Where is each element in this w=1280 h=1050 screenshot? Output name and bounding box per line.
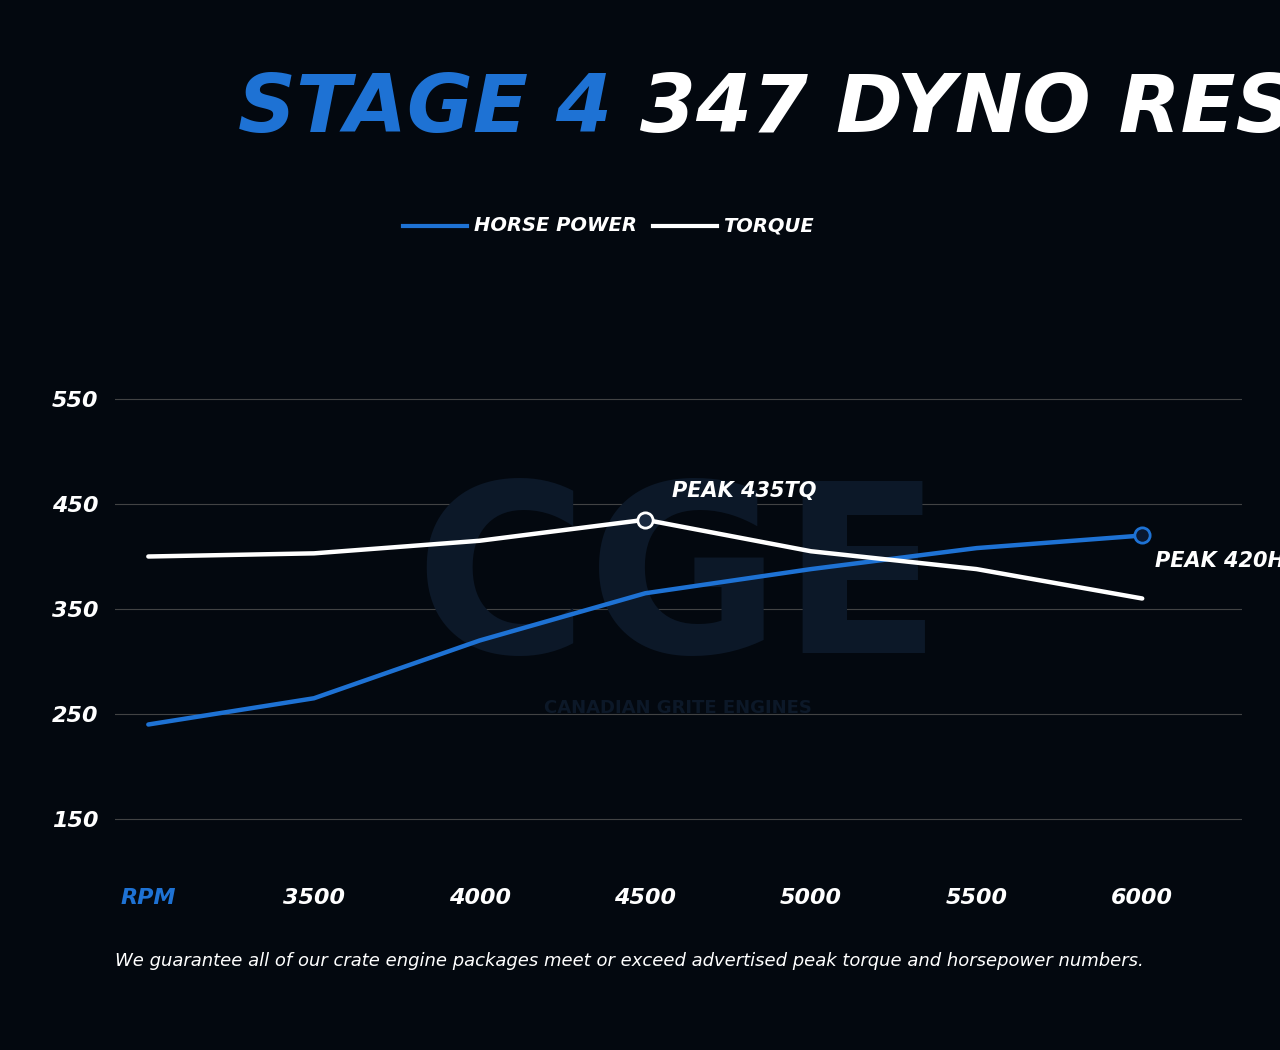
Text: STAGE 4: STAGE 4 [238,71,640,149]
Text: HORSE POWER: HORSE POWER [474,216,636,235]
Text: CGE: CGE [415,474,942,701]
Text: PEAK 420HP: PEAK 420HP [1156,551,1280,571]
Text: We guarantee all of our crate engine packages meet or exceed advertised peak tor: We guarantee all of our crate engine pac… [115,951,1144,970]
Text: 347 DYNO RESULTS: 347 DYNO RESULTS [640,71,1280,149]
Text: PEAK 435TQ: PEAK 435TQ [672,481,817,501]
Text: CANADIAN GRITE ENGINES: CANADIAN GRITE ENGINES [544,698,813,717]
Text: TORQUE: TORQUE [723,216,814,235]
